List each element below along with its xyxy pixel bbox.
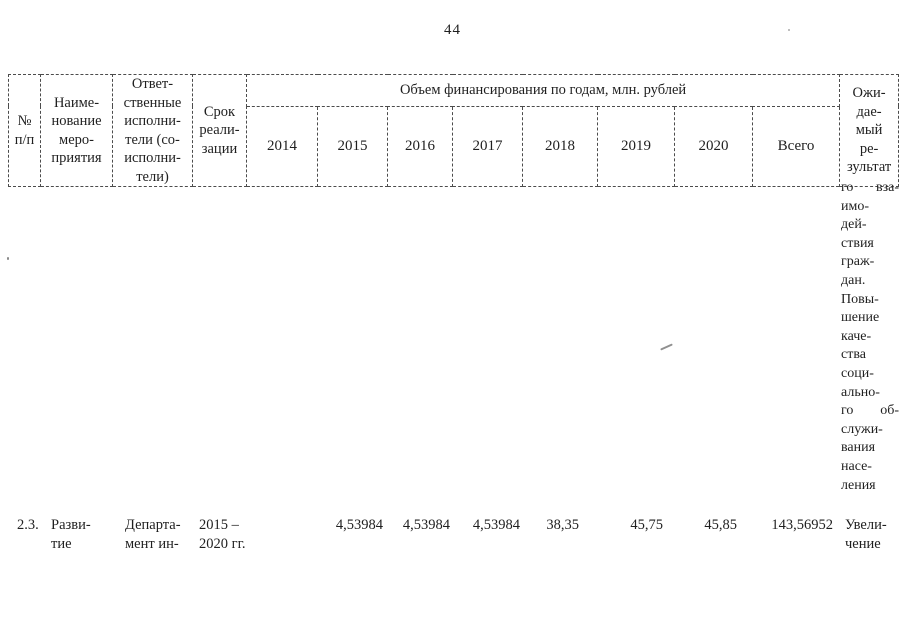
finance-value-cell: 4,53984: [472, 517, 520, 533]
year-column-header: 2018: [522, 105, 598, 188]
finance-value-cell: 45,85: [704, 517, 737, 533]
row-measure-name: Разви- тие: [51, 517, 91, 552]
year-column-header: 2014: [246, 105, 318, 188]
result-text-line: дан.: [841, 272, 866, 288]
year-column-header: 2017: [452, 105, 523, 188]
scan-artifact-speck: [788, 29, 790, 31]
finance-value-cell: 4,53984: [402, 517, 450, 533]
finance-value-cell: 143,56952: [771, 517, 833, 533]
finance-value-cell: 45,75: [630, 517, 663, 533]
table-row: 2.3. Разви- тие Департа- мент ин- 2015 –…: [0, 516, 905, 576]
scan-artifact-stroke: [660, 343, 673, 351]
header-col-result: Ожи- дае- мый ре- зультат: [839, 74, 900, 187]
result-text-line: ления: [841, 477, 876, 493]
result-text-line: шение: [841, 310, 880, 326]
result-text-line: соци-: [841, 365, 874, 381]
year-header-row: 2014 2015 2016 2017 2018 2019 2020 Всего: [9, 105, 899, 188]
result-text-line: го об-: [841, 403, 899, 419]
page-number: 44: [444, 22, 461, 38]
year-column-header: 2015: [317, 105, 388, 188]
carryover-result-text: го вза-имо-дей-ствия граж-дан. Повы-шение к…: [841, 179, 899, 495]
year-column-header: Всего: [751, 105, 841, 188]
year-column-header: 2020: [674, 105, 753, 188]
header-col-num: № п/п: [8, 74, 41, 187]
result-text-line: Повы-: [841, 291, 879, 307]
year-column-header: 2016: [387, 105, 453, 188]
header-col-term: Срок реали- зации: [192, 74, 247, 187]
result-text-line: дей-: [841, 217, 867, 233]
row-number: 2.3.: [17, 517, 39, 533]
result-text-line: вания: [841, 440, 876, 456]
row-finance-values: 4,53984 4,53984 4,53984 38,35 45,75 45,85 143,…: [0, 516, 905, 536]
row-term: 2015 – 2020 гг.: [199, 517, 246, 552]
scan-artifact-dot: [7, 257, 9, 260]
finance-value-cell: 38,35: [546, 517, 579, 533]
result-text-line: го вза-: [841, 180, 899, 195]
year-column-header: 2019: [597, 105, 675, 188]
result-text-line: имо-: [841, 198, 870, 214]
result-text-line: служи-: [841, 421, 883, 437]
result-text-line: ства: [841, 347, 866, 363]
header-col-executors: Ответ- ственные исполни- тели (со- испол…: [112, 74, 193, 187]
row-executors: Департа- мент ин-: [125, 517, 181, 552]
finance-table-header: № п/п Наиме- нование меро- приятия Ответ…: [8, 74, 900, 188]
row-expected-result: Увели- чение: [845, 517, 887, 552]
result-text-line: ально-: [841, 384, 880, 400]
result-text-line: каче-: [841, 328, 872, 344]
header-finance-group: Объем финансирования по годам, млн. рубл…: [245, 74, 841, 107]
finance-value-cell: 4,53984: [335, 517, 383, 533]
result-text-line: граж-: [841, 254, 875, 270]
result-text-line: ствия: [841, 235, 874, 251]
header-col-name: Наиме- нование меро- приятия: [40, 74, 113, 187]
result-text-line: насе-: [841, 458, 872, 474]
